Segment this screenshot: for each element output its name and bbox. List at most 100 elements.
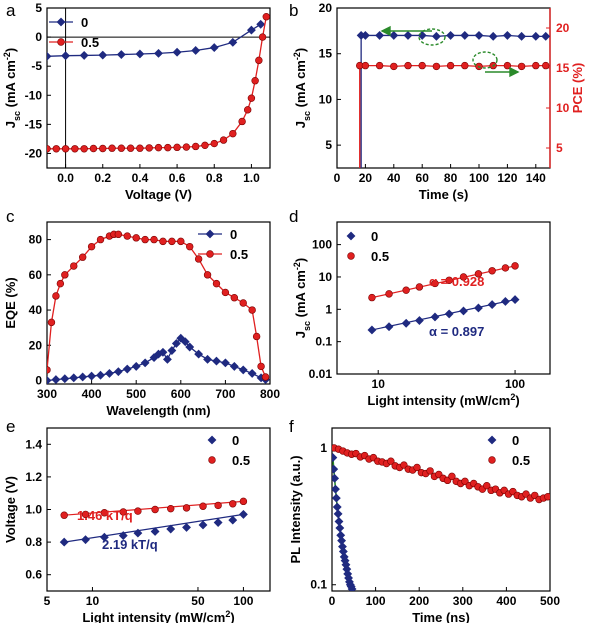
data-point-circle bbox=[61, 145, 70, 153]
annotation-alpha-blue: α = 0.897 bbox=[429, 324, 484, 339]
dashed-ellipse-left bbox=[418, 28, 446, 46]
y-tick-label: 1 bbox=[320, 441, 327, 455]
label-part: J bbox=[293, 121, 308, 128]
y-tick-label: 80 bbox=[29, 233, 43, 247]
plot-frame bbox=[46, 7, 271, 169]
data-point-circle bbox=[229, 500, 237, 508]
data-point-diamond bbox=[78, 372, 88, 382]
data-point-circle bbox=[61, 271, 69, 279]
label-part: ) bbox=[3, 48, 18, 52]
data-point-diamond bbox=[133, 528, 143, 538]
annotation-alpha-red: α = 0.928 bbox=[429, 274, 484, 289]
data-point-circle bbox=[154, 143, 163, 152]
data-point-circle bbox=[47, 366, 51, 374]
data-point-diamond bbox=[198, 520, 208, 530]
data-point-circle bbox=[150, 235, 158, 244]
panel-c: c 300 400 500 600 700 800 0 20 40 60 80 Wavelength (… bbox=[3, 207, 280, 418]
data-point-diamond bbox=[403, 31, 413, 40]
x-axis-title: Light intensity (mW/cm2) bbox=[367, 392, 519, 408]
data-point-diamond bbox=[238, 365, 248, 375]
data-point-diamond bbox=[332, 502, 342, 512]
data-point-circle bbox=[47, 145, 51, 153]
data-point-circle bbox=[219, 136, 228, 144]
y-axis-right-title: PCE (%) bbox=[570, 63, 585, 114]
y-tick-label: 1.2 bbox=[25, 470, 42, 484]
label-part: sc bbox=[302, 321, 312, 331]
x-tick-label: 0 bbox=[334, 171, 341, 185]
x-axis-title: Voltage (V) bbox=[125, 187, 192, 202]
data-point-diamond bbox=[332, 493, 341, 503]
y-tick-label: 1.0 bbox=[25, 503, 42, 517]
label-part: ) bbox=[293, 258, 308, 262]
label-part: ) bbox=[230, 610, 234, 623]
y-tick-label: 0 bbox=[35, 373, 42, 387]
data-point-circle bbox=[221, 288, 230, 297]
data-point-circle bbox=[70, 262, 78, 270]
label-part: (mA cm bbox=[293, 270, 308, 321]
data-point-diamond bbox=[220, 358, 230, 368]
x-tick-label: 50 bbox=[191, 594, 205, 608]
x-tick-label: 500 bbox=[126, 387, 146, 401]
x-tick-label: 80 bbox=[444, 171, 458, 185]
label-part: Voltage (V) bbox=[3, 476, 18, 543]
plot-frame bbox=[336, 7, 551, 169]
x-tick-label: 0.6 bbox=[169, 171, 186, 185]
data-point-diamond bbox=[384, 322, 394, 332]
data-point-circle bbox=[252, 332, 261, 341]
x-tick-label: 20 bbox=[359, 171, 373, 185]
label-part: 2 bbox=[225, 609, 230, 619]
panel-label: c bbox=[6, 207, 15, 226]
data-point-circle bbox=[255, 56, 263, 65]
data-point-circle bbox=[261, 373, 270, 381]
data-point-diamond bbox=[247, 369, 257, 378]
data-point-circle bbox=[361, 61, 370, 70]
data-point-circle bbox=[52, 145, 60, 153]
label-part: ) bbox=[293, 48, 308, 52]
label-part: J bbox=[293, 331, 308, 338]
legend-label: 0.5 bbox=[81, 35, 99, 50]
data-point-diamond bbox=[79, 50, 89, 60]
data-point-circle bbox=[544, 493, 550, 501]
y-tick-label: 10 bbox=[319, 92, 333, 106]
data-point-circle bbox=[208, 456, 216, 464]
data-point-circle bbox=[258, 33, 267, 41]
data-point-diamond bbox=[213, 518, 223, 527]
series-group bbox=[47, 13, 270, 153]
axis-indicator-group bbox=[380, 25, 520, 78]
y-tick-label: 5 bbox=[35, 1, 42, 15]
data-point-diamond bbox=[98, 50, 108, 60]
label-part: PL Intensity (a.u.) bbox=[288, 455, 303, 563]
legend-label: 0.5 bbox=[230, 247, 248, 262]
label-part: Time (ns) bbox=[412, 610, 470, 623]
data-point-diamond bbox=[212, 356, 221, 366]
data-point-diamond bbox=[180, 337, 190, 347]
x-tick-label: 0 bbox=[329, 594, 336, 608]
data-point-diamond bbox=[335, 523, 345, 533]
data-point-circle bbox=[47, 318, 56, 327]
data-point-circle bbox=[134, 507, 142, 515]
data-point-circle bbox=[78, 253, 87, 261]
y-tick-label: 15 bbox=[319, 47, 333, 61]
label-part: Time (s) bbox=[419, 187, 469, 202]
data-point-circle bbox=[80, 145, 88, 153]
data-point-circle bbox=[168, 237, 176, 246]
data-point-circle bbox=[210, 139, 218, 148]
data-point-circle bbox=[488, 456, 496, 464]
data-point-diamond bbox=[367, 325, 377, 335]
label-part: sc bbox=[302, 111, 312, 121]
data-point-diamond bbox=[194, 349, 204, 359]
panel-e: e 5 10 50 100 1.4 1.2 1.0 0.8 0.6 Light intensity … bbox=[3, 417, 271, 623]
data-point-circle bbox=[387, 457, 395, 465]
y-axis-title: Voltage (V) bbox=[3, 476, 18, 543]
data-point-diamond bbox=[256, 19, 266, 29]
data-point-circle bbox=[96, 235, 105, 244]
data-point-diamond bbox=[162, 354, 172, 364]
legend-label: 0 bbox=[230, 227, 237, 242]
data-point-circle bbox=[445, 276, 453, 284]
data-point-diamond bbox=[87, 371, 97, 381]
data-point-diamond bbox=[460, 31, 470, 40]
data-point-circle bbox=[432, 62, 441, 71]
y-tick-label: 0 bbox=[35, 30, 42, 44]
data-point-circle bbox=[239, 497, 248, 506]
label-part: ) bbox=[515, 393, 519, 408]
